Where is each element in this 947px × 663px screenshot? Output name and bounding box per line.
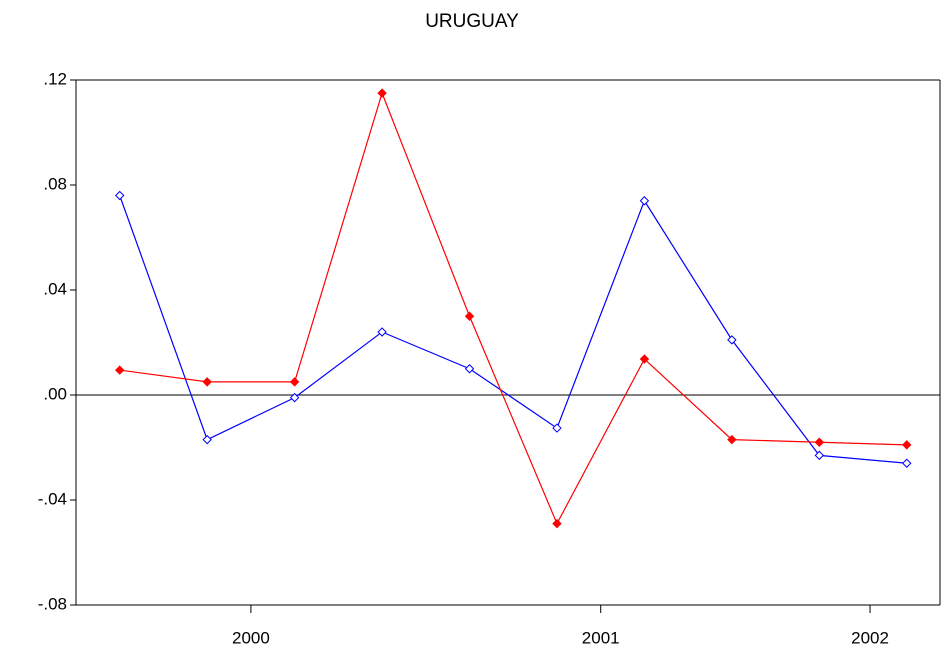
point bbox=[902, 440, 912, 450]
y-tick-label: .12 bbox=[43, 69, 67, 88]
x-tick-label: 2002 bbox=[851, 628, 889, 647]
series-line bbox=[119, 195, 907, 464]
y-tick-label: .00 bbox=[43, 384, 67, 403]
point bbox=[289, 377, 300, 387]
point bbox=[202, 377, 212, 387]
point bbox=[202, 434, 212, 445]
point bbox=[464, 364, 475, 374]
point bbox=[289, 392, 300, 403]
y-tick-label: .04 bbox=[43, 279, 67, 298]
point bbox=[814, 450, 825, 461]
point bbox=[902, 458, 912, 468]
point bbox=[377, 88, 387, 98]
point bbox=[727, 335, 737, 345]
chart-title: URUGUAY bbox=[425, 11, 519, 32]
point bbox=[727, 434, 737, 445]
y-tick-label: .08 bbox=[43, 174, 67, 193]
point bbox=[552, 423, 562, 433]
point bbox=[377, 327, 387, 337]
series-line bbox=[119, 91, 907, 526]
x-tick-label: 2001 bbox=[582, 628, 620, 647]
y-tick-label: -.04 bbox=[38, 489, 67, 508]
x-tick-label: 2000 bbox=[232, 628, 270, 647]
point bbox=[115, 190, 125, 201]
point bbox=[639, 196, 650, 206]
y-tick-label: -.08 bbox=[38, 594, 67, 613]
point bbox=[814, 437, 825, 447]
point bbox=[552, 518, 562, 529]
point bbox=[464, 311, 475, 321]
point bbox=[115, 365, 125, 375]
point bbox=[639, 354, 650, 364]
